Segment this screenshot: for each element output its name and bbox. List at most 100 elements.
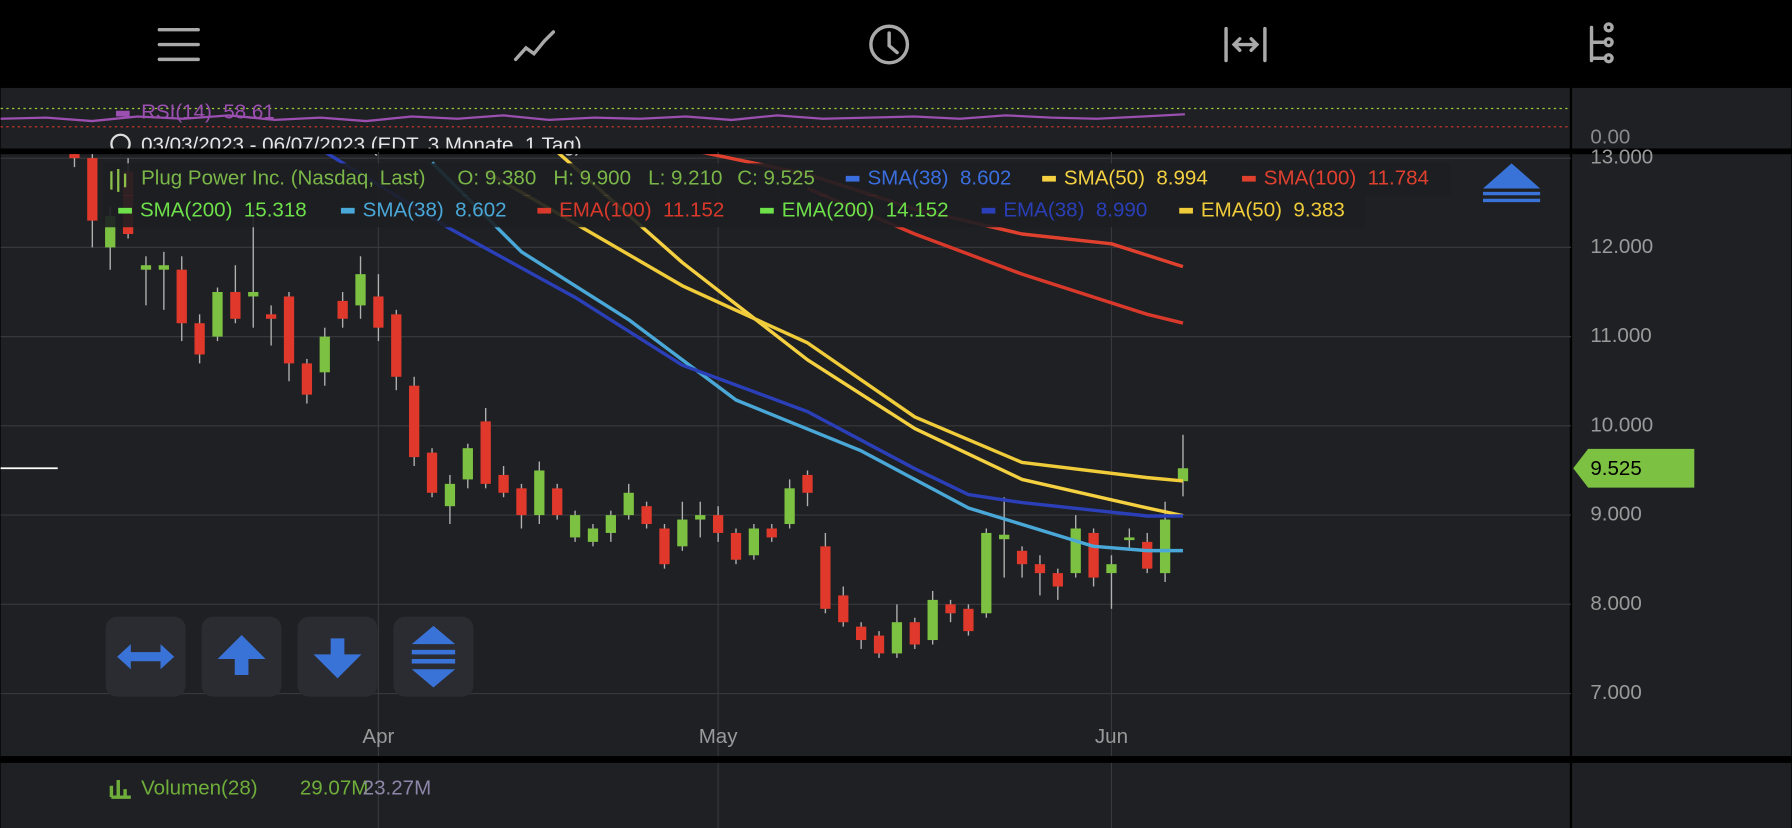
- candle-body: [552, 488, 563, 516]
- candle-body: [730, 532, 742, 560]
- candle-body: [319, 336, 330, 373]
- price-badge: [1573, 448, 1695, 488]
- candle-body: [659, 528, 670, 565]
- panel-separator: [0, 148, 1792, 155]
- rsi-value: 58.61: [223, 100, 274, 123]
- candle-body: [194, 323, 205, 355]
- chart-type-button[interactable]: [513, 30, 556, 62]
- indicators-button[interactable]: [1589, 22, 1614, 64]
- candle-body: [820, 546, 831, 609]
- candle-body: [283, 296, 295, 364]
- legend-name: EMA(200): [782, 199, 875, 222]
- candle-body: [981, 532, 992, 614]
- volume-value: 29.07M: [300, 777, 369, 800]
- volume-average: 23.27M: [363, 777, 432, 800]
- candle-body: [355, 274, 366, 306]
- candle-body: [1088, 532, 1099, 578]
- toolbar: [0, 0, 1792, 88]
- candle-body: [480, 421, 491, 484]
- down-button[interactable]: [297, 616, 378, 697]
- candle-body: [337, 300, 348, 319]
- candle-body: [230, 292, 241, 319]
- candle-body: [963, 608, 974, 632]
- candle-body: [1016, 550, 1028, 565]
- candle-body: [444, 483, 456, 507]
- candle-body: [248, 292, 259, 297]
- x-tick-label: Apr: [362, 725, 394, 748]
- candle-body: [265, 314, 277, 319]
- candle-body: [641, 506, 652, 525]
- candle-body: [677, 519, 688, 547]
- candle-body: [373, 296, 384, 328]
- legend-value: 15.318: [244, 199, 307, 222]
- legend-name: SMA(38): [363, 199, 444, 222]
- legend-value: 8.990: [1096, 199, 1147, 222]
- candle-body: [623, 492, 634, 516]
- collapse-button[interactable]: [1483, 163, 1541, 203]
- candle-body: [516, 488, 527, 516]
- interval-button[interactable]: [869, 24, 910, 65]
- legend-value: 8.994: [1156, 167, 1207, 190]
- legend-marker: [1179, 207, 1193, 214]
- legend-value: 14.152: [886, 199, 949, 222]
- legend-icon: [110, 169, 127, 192]
- indicator-line: [557, 154, 1184, 518]
- y-tick-label: 10.000: [1590, 413, 1653, 436]
- candle-body: [301, 363, 313, 395]
- range-button[interactable]: [1224, 26, 1267, 63]
- legend-name: EMA(38): [1003, 199, 1084, 222]
- pan-button[interactable]: [105, 616, 186, 697]
- candle-body: [391, 314, 402, 377]
- volume-label: Volumen(28): [141, 777, 258, 800]
- candle-body: [695, 515, 706, 520]
- y-tick-label: 12.000: [1590, 235, 1653, 258]
- candle-body: [999, 534, 1010, 540]
- legend-marker: [537, 207, 552, 214]
- legend-marker: [1242, 175, 1256, 182]
- candle-body: [909, 622, 920, 645]
- legend-name: SMA(200): [140, 199, 232, 222]
- candle-body: [69, 154, 80, 159]
- legend-value: 11.784: [1368, 167, 1429, 190]
- y-tick-label: 13.000: [1590, 146, 1653, 169]
- y-tick-label: 8.000: [1590, 592, 1641, 615]
- menu-button[interactable]: [157, 27, 200, 62]
- chart-title: Plug Power Inc. (Nasdaq, Last): [141, 167, 425, 190]
- up-button[interactable]: [201, 616, 282, 697]
- panel-separator: [0, 756, 1792, 763]
- price-label: 9.525: [1590, 457, 1641, 480]
- rsi-marker: [115, 110, 130, 117]
- legend-name: SMA(50): [1064, 167, 1145, 190]
- fit-button[interactable]: [393, 616, 474, 697]
- candle-body: [212, 292, 223, 337]
- legend-name: EMA(50): [1201, 199, 1282, 222]
- ohlc-label: O: 9.380: [457, 167, 536, 190]
- legend-background: [103, 163, 1452, 196]
- legend-marker: [1042, 175, 1056, 182]
- candle-body: [426, 452, 438, 493]
- candle-body: [105, 216, 116, 248]
- candle-body: [605, 515, 616, 533]
- legend-marker: [118, 207, 132, 214]
- candle-body: [891, 622, 903, 654]
- candle-body: [176, 269, 187, 324]
- legend-value: 11.152: [663, 199, 724, 222]
- legend-value: 9.383: [1293, 199, 1344, 222]
- ohlc-label: C: 9.525: [737, 167, 815, 190]
- indicator-line: [430, 161, 1183, 553]
- candle-body: [927, 599, 938, 641]
- candle-body: [158, 265, 169, 270]
- y-tick-label: 7.000: [1590, 681, 1641, 704]
- candle-body: [409, 385, 420, 458]
- candle-body: [87, 158, 98, 221]
- candle-body: [802, 474, 813, 493]
- legend-name: SMA(38): [867, 167, 948, 190]
- legend-marker: [981, 207, 996, 214]
- candle-body: [748, 528, 760, 556]
- candle-body: [1177, 468, 1189, 482]
- legend-marker: [760, 207, 774, 214]
- candle-body: [1106, 564, 1117, 574]
- candle-body: [569, 515, 581, 538]
- candle-body: [1159, 519, 1171, 574]
